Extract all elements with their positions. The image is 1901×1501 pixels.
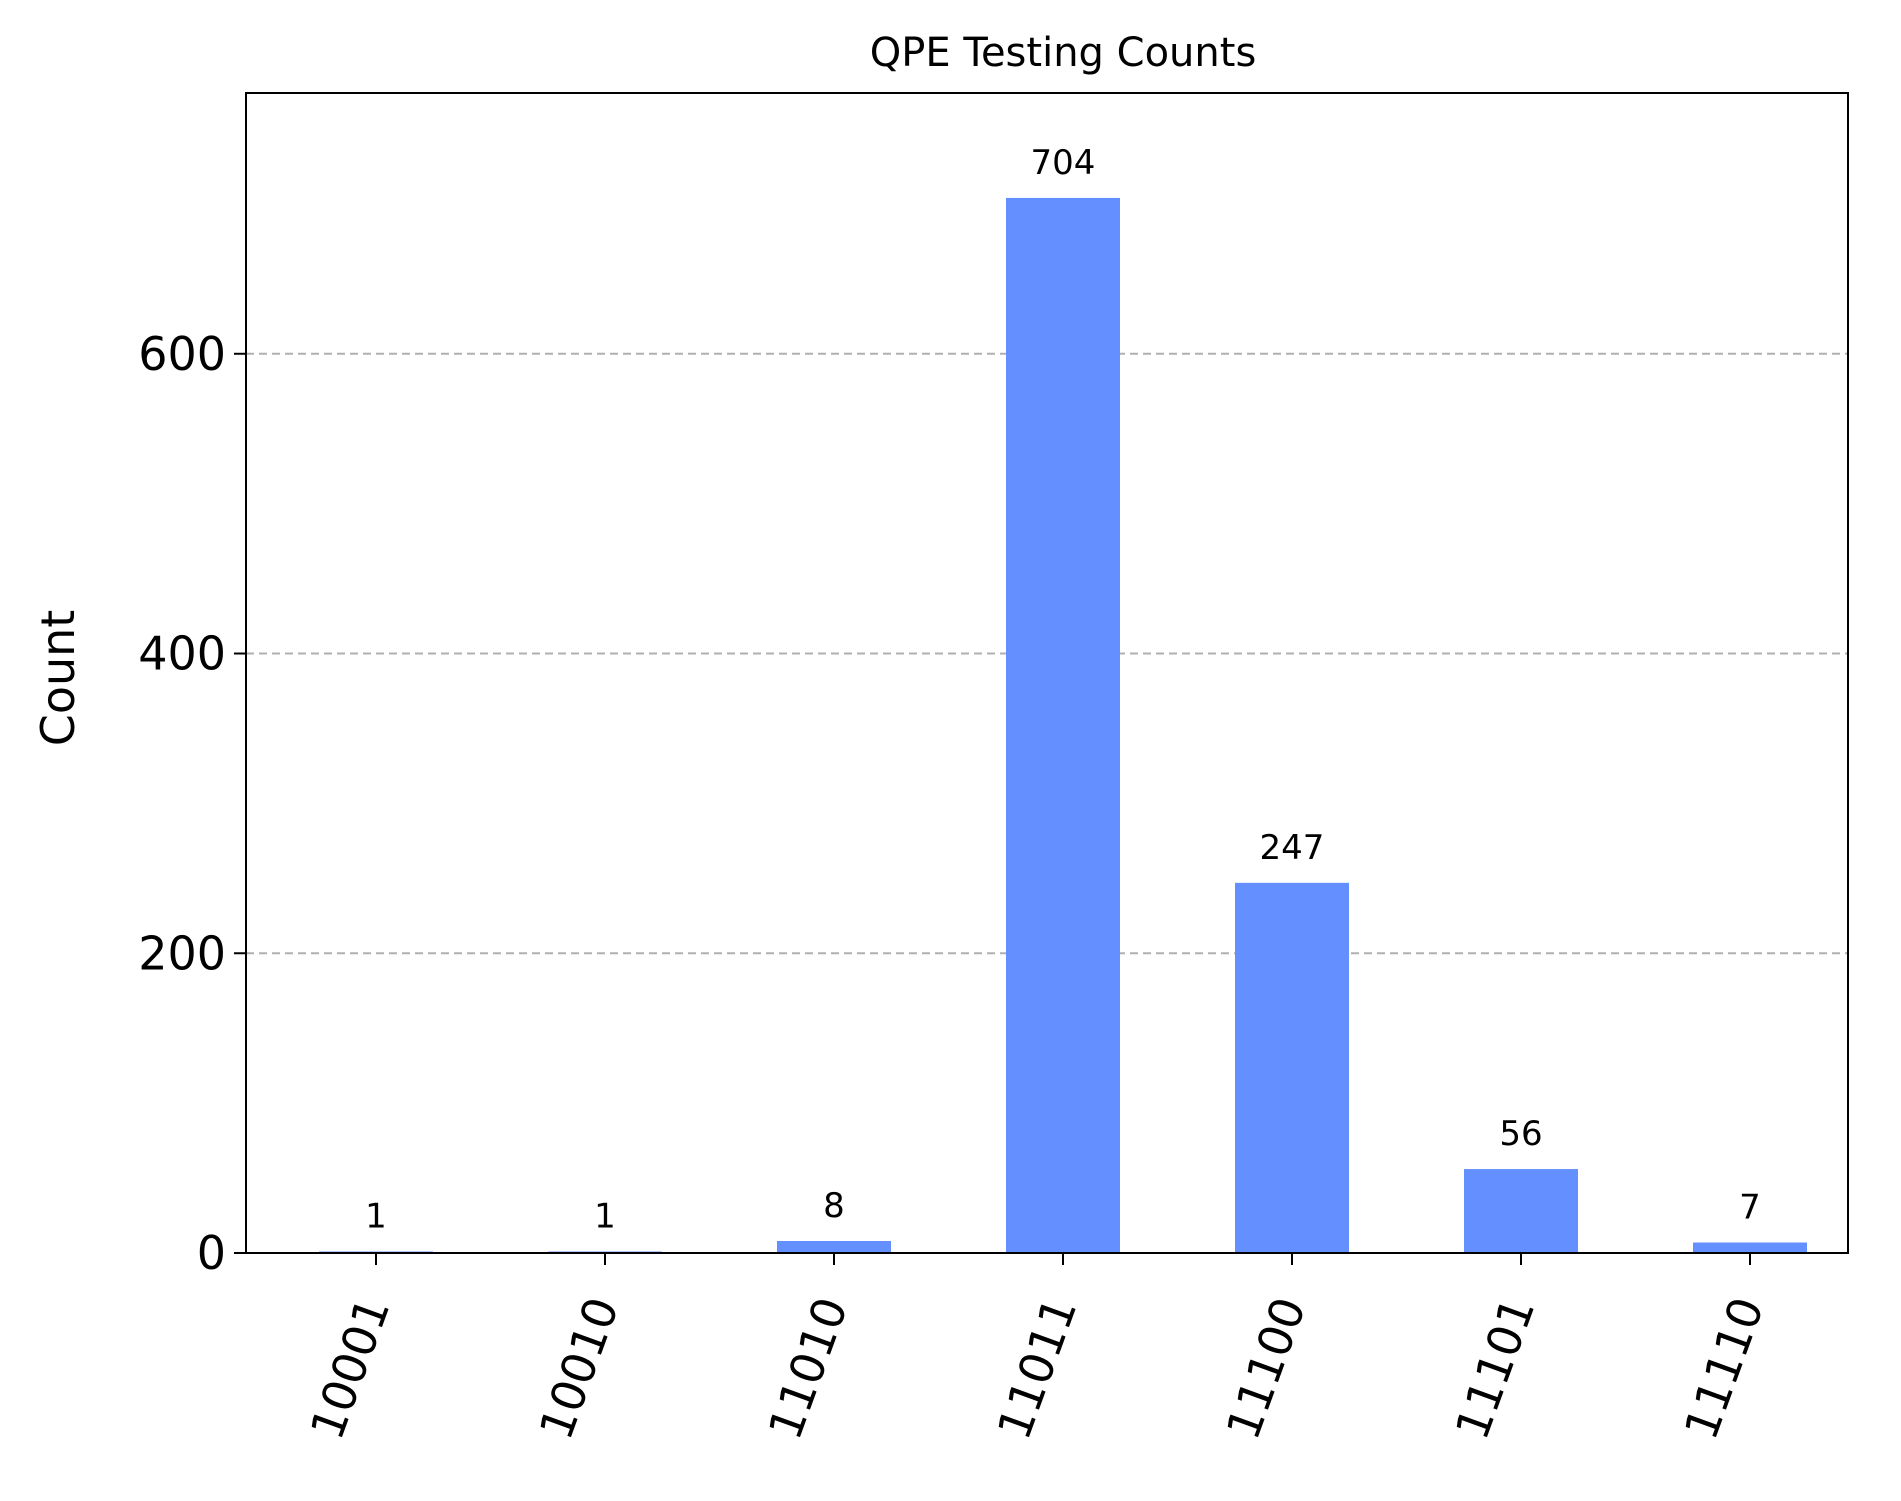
y-tick-label: 0: [197, 1226, 226, 1280]
bar-value-labels: 1 1 8 704 247 56 7: [365, 143, 1761, 1237]
x-tick-label: 11110: [1674, 1290, 1775, 1446]
y-axis-ticks: 0 200 400 600: [138, 327, 246, 1280]
plot-frame: [245, 92, 1849, 1254]
bar-value-label: 8: [823, 1186, 845, 1226]
bar-value-label: 7: [1739, 1188, 1761, 1228]
bar: [1006, 197, 1120, 1254]
bar-value-label: 704: [1031, 143, 1096, 183]
bar-value-label: 56: [1499, 1114, 1542, 1154]
y-tick-label: 400: [138, 627, 226, 681]
x-tick-label: 11101: [1445, 1290, 1546, 1446]
y-axis-label: Count: [31, 610, 85, 747]
x-tick-label: 11011: [987, 1290, 1088, 1446]
y-tick-label: 600: [138, 327, 226, 381]
bar: [1464, 1169, 1578, 1253]
bar-value-label: 1: [594, 1197, 616, 1237]
x-tick-label: 11100: [1216, 1290, 1317, 1446]
x-tick-label: 11010: [758, 1290, 859, 1446]
x-axis-ticks: 10001 10010 11010 11011 11100 11101 11110: [300, 1253, 1775, 1446]
chart-title: QPE Testing Counts: [870, 30, 1257, 76]
bar-value-label: 247: [1260, 828, 1325, 868]
x-tick-label: 10010: [529, 1290, 630, 1446]
bars: [319, 197, 1807, 1254]
bar: [1235, 882, 1349, 1253]
bar-value-label: 1: [365, 1197, 387, 1237]
y-tick-label: 200: [138, 926, 226, 980]
bar: [777, 1241, 891, 1253]
x-tick-label: 10001: [300, 1290, 401, 1446]
bar: [1693, 1242, 1807, 1253]
